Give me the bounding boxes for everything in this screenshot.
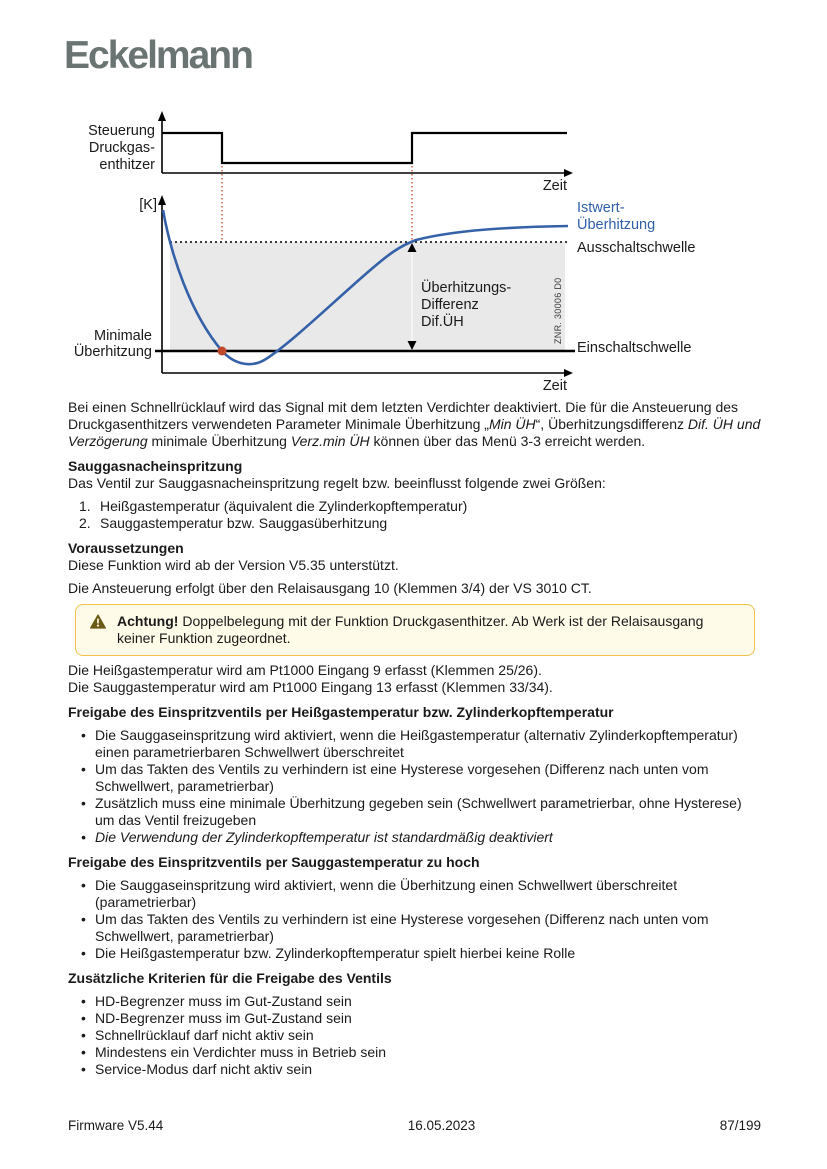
intro-paragraph: Bei einen Schnellrücklauf wird das Signa… xyxy=(68,399,764,450)
einschaltschwelle-label: Einschaltschwelle xyxy=(577,340,691,356)
list-item-text: Heißgastemperatur (äquivalent die Zylind… xyxy=(100,498,468,514)
sauggas-numbered-list: 1. Heißgastemperatur (äquivalent die Zyli… xyxy=(68,498,764,532)
list-item: Zusätzlich muss eine minimale Überhitzun… xyxy=(68,795,764,829)
heading-voraussetzungen: Voraussetzungen xyxy=(68,540,184,556)
list-item: Die Heißgastemperatur bzw. Zylinderkopft… xyxy=(68,945,764,962)
heading-sauggasnacheinspritzung: Sauggasnacheinspritzung xyxy=(68,458,243,474)
sauggas-paragraph: Die Sauggastemperatur wird am Pt1000 Ein… xyxy=(68,679,553,695)
footer-date: 16.05.2023 xyxy=(407,1118,476,1133)
list-item: Die Sauggaseinspritzung wird aktiviert, … xyxy=(68,877,764,911)
heading-zusaetzliche-kriterien: Zusätzliche Kriterien für die Freigabe d… xyxy=(68,970,392,986)
list-item: Schnellrücklauf darf nicht aktiv sein xyxy=(68,1027,764,1044)
voraussetzungen-p2: Die Ansteuerung erfolgt über den Relaisa… xyxy=(68,580,592,596)
list-item: Mindestens ein Verdichter muss in Betrie… xyxy=(68,1044,764,1061)
signal-waveform xyxy=(162,131,567,165)
body-text: Bei einen Schnellrücklauf wird das Signa… xyxy=(68,399,764,1085)
list-item: 2. Sauggastemperatur bzw. Sauggasüberhitz… xyxy=(68,515,764,532)
warning-text: Achtung! Doppelbelegung mit der Funktion… xyxy=(117,613,740,647)
voraussetzungen-p1: Diese Funktion wird ab der Version V5.35… xyxy=(68,557,399,573)
min-overheat-label-line2: Überhitzung xyxy=(74,342,152,360)
text-segment: Verz.min ÜH xyxy=(290,433,370,449)
list-item: Die Verwendung der Zylinderkopftemperatu… xyxy=(68,829,764,846)
overheat-control-diagram: Steuerung Druckgas- enthitzer Zeit [K] xyxy=(74,111,695,394)
heissgas-paragraph: Die Heißgastemperatur wird am Pt1000 Ein… xyxy=(68,662,542,678)
signal-label-line2: Druckgas- xyxy=(89,140,155,156)
time-label-bottom: Zeit xyxy=(543,378,567,394)
istwert-label-line2: Überhitzung xyxy=(577,215,655,233)
footer-firmware: Firmware V5.44 xyxy=(68,1118,164,1133)
min-overheat-label-line1: Minimale xyxy=(94,328,152,344)
list-item: Um das Takten des Ventils zu verhindern … xyxy=(68,761,764,795)
time-label-top: Zeit xyxy=(543,178,567,194)
signal-label-line3: enthitzer xyxy=(99,157,155,173)
list-item: Service-Modus darf nicht aktiv sein xyxy=(68,1061,764,1078)
diff-label-line2: Differenz xyxy=(421,297,479,313)
signal-chart: Steuerung Druckgas- enthitzer Zeit xyxy=(88,111,573,347)
list-number: 2. xyxy=(79,515,91,531)
warning-box: Achtung! Doppelbelegung mit der Funktion… xyxy=(75,604,755,656)
freigabe-heissgas-list: Die Sauggaseinspritzung wird aktiviert, … xyxy=(68,727,764,846)
text-segment: können über das Menü 3-3 erreicht werden… xyxy=(369,433,646,449)
heading-freigabe-heissgas: Freigabe des Einspritzventils per Heißga… xyxy=(68,704,614,720)
einschalt-marker xyxy=(217,346,227,356)
diff-label-line1: Überhitzungs- xyxy=(421,278,511,296)
text-segment: “, Überhitzungsdifferenz xyxy=(535,416,688,432)
text-segment: Achtung! xyxy=(117,613,179,629)
text-segment: Bei einen Schnellrücklauf wird das Signa… xyxy=(68,399,739,432)
diff-label-line3: Dif.ÜH xyxy=(421,312,464,330)
list-item: HD-Begrenzer muss im Gut-Zustand sein xyxy=(68,993,764,1010)
page-footer: Firmware V5.44 16.05.2023 87/199 xyxy=(68,1118,761,1133)
kriterien-list: HD-Begrenzer muss im Gut-Zustand seinND-… xyxy=(68,993,764,1078)
list-item-text: Sauggastemperatur bzw. Sauggasüberhitzun… xyxy=(100,515,388,531)
ausschaltschwelle-label: Ausschaltschwelle xyxy=(577,240,695,256)
list-item: Um das Takten des Ventils zu verhindern … xyxy=(68,911,764,945)
sauggas-intro: Das Ventil zur Sauggasnacheinspritzung r… xyxy=(68,475,606,491)
footer-page-number: 87/199 xyxy=(719,1118,761,1133)
signal-label-line1: Steuerung xyxy=(88,123,155,139)
y-axis-unit: [K] xyxy=(139,197,157,213)
list-item: ND-Begrenzer muss im Gut-Zustand sein xyxy=(68,1010,764,1027)
list-item: 1. Heißgastemperatur (äquivalent die Zyli… xyxy=(68,498,764,515)
istwert-label-line1: Istwert- xyxy=(577,200,625,216)
hysteresis-band xyxy=(170,242,565,351)
freigabe-sauggas-list: Die Sauggaseinspritzung wird aktiviert, … xyxy=(68,877,764,962)
text-segment: Min ÜH xyxy=(488,416,536,432)
warning-icon xyxy=(90,614,106,633)
eckelmann-logo: Eckelmann xyxy=(64,34,254,77)
overheat-chart: [K] Überhitzungs- Differenz Dif.ÜH ZNR. … xyxy=(74,195,695,394)
text-segment: Doppelbelegung mit der Funktion Druckgas… xyxy=(117,613,704,646)
text-segment: minimale Überhitzung xyxy=(147,433,291,449)
znr-label: ZNR. 30006 D0 xyxy=(553,278,563,344)
text-segment: Dif. ÜH und Verzögerung xyxy=(68,416,761,449)
list-item: Die Sauggaseinspritzung wird aktiviert, … xyxy=(68,727,764,761)
istwert-curve xyxy=(161,209,569,366)
list-number: 1. xyxy=(79,498,91,514)
heading-freigabe-sauggas: Freigabe des Einspritzventils per Saugga… xyxy=(68,854,480,870)
